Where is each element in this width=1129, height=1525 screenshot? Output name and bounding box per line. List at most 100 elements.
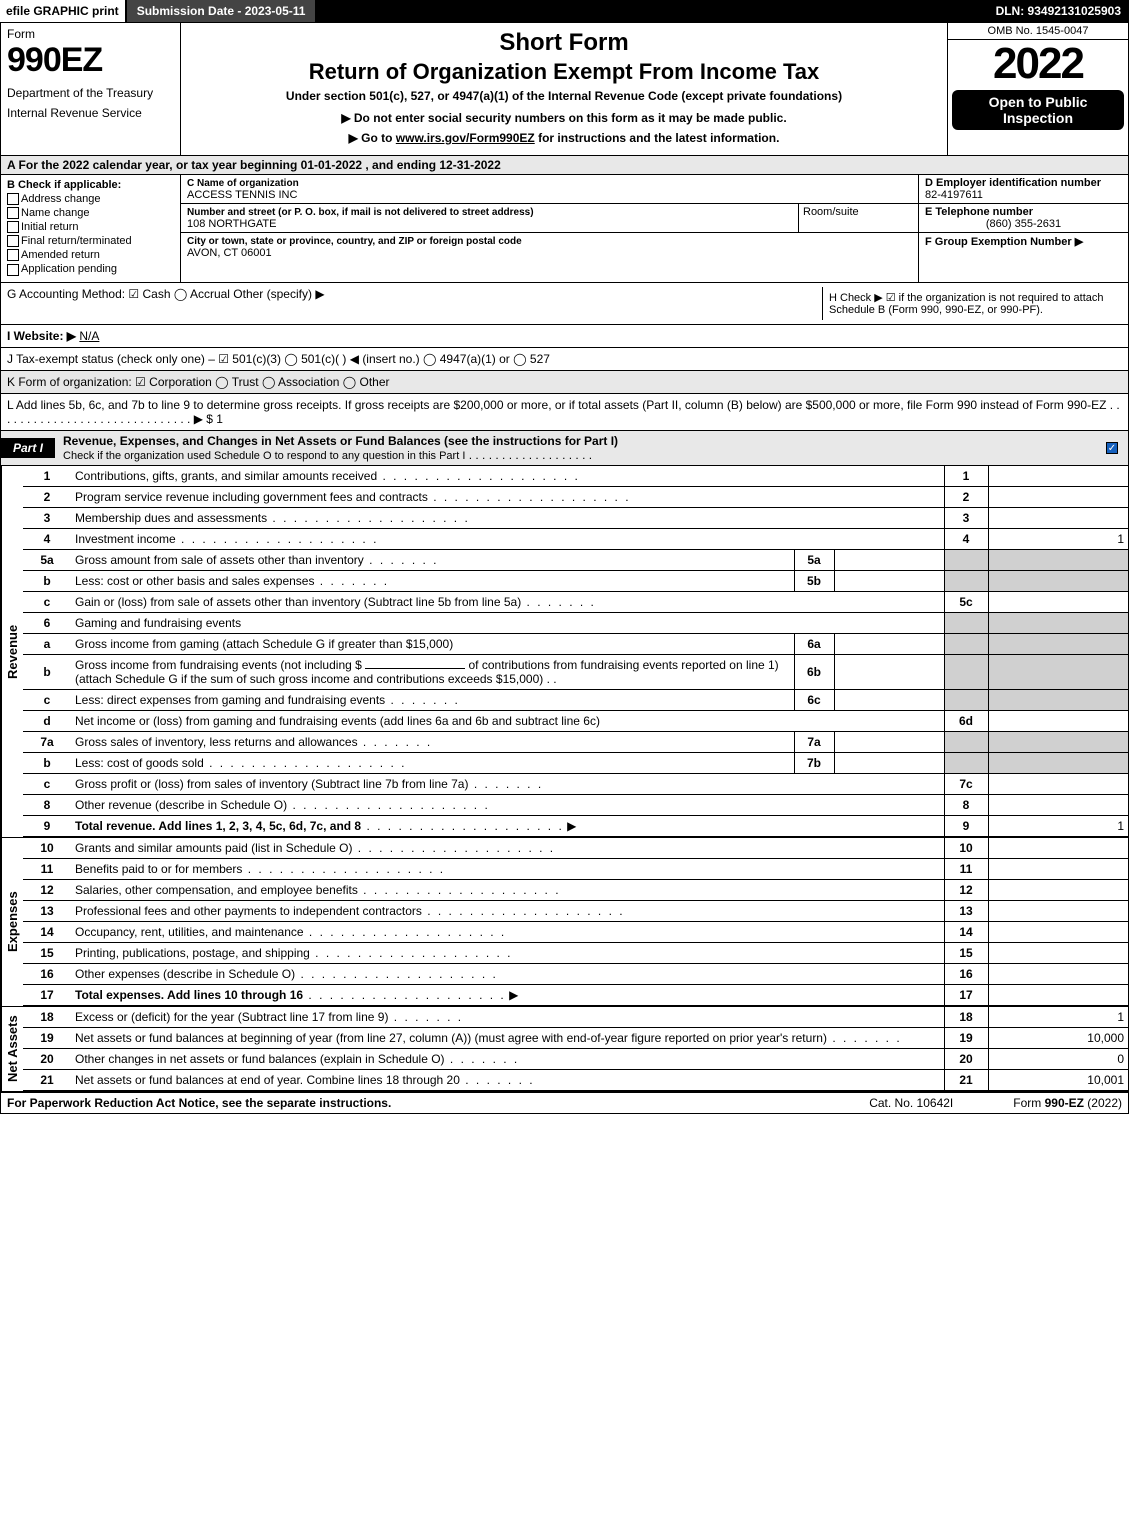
- line-6b-rlbl: [944, 654, 988, 689]
- section-j: J Tax-exempt status (check only one) – ☑…: [0, 348, 1129, 371]
- line-6d-rval: [988, 710, 1128, 731]
- line-7c-rlbl: 7c: [944, 773, 988, 794]
- line-6d-desc: Net income or (loss) from gaming and fun…: [71, 710, 944, 731]
- line-17-desc: Total expenses. Add lines 10 through 16: [75, 988, 303, 1002]
- line-12-rlbl: 12: [944, 879, 988, 900]
- line-8-rval: [988, 794, 1128, 815]
- label-amended-return: Amended return: [21, 249, 100, 261]
- line-19-rlbl: 19: [944, 1027, 988, 1048]
- ein-value: 82-4197611: [925, 189, 983, 201]
- line-21-rval: 10,001: [988, 1069, 1128, 1090]
- revenue-table: 1 Contributions, gifts, grants, and simi…: [23, 466, 1128, 837]
- section-def: D Employer identification number 82-4197…: [918, 175, 1128, 282]
- line-6c-rval: [988, 689, 1128, 710]
- line-10-no: 10: [23, 838, 71, 859]
- line-4-rval: 1: [988, 528, 1128, 549]
- line-4-no: 4: [23, 528, 71, 549]
- line-8: 8 Other revenue (describe in Schedule O)…: [23, 794, 1128, 815]
- line-7b-midval: [834, 752, 944, 773]
- line-3-no: 3: [23, 507, 71, 528]
- line-16-rlbl: 16: [944, 963, 988, 984]
- line-20-desc: Other changes in net assets or fund bala…: [75, 1052, 445, 1066]
- page-footer: For Paperwork Reduction Act Notice, see …: [0, 1091, 1129, 1114]
- line-7c: c Gross profit or (loss) from sales of i…: [23, 773, 1128, 794]
- expenses-section: Expenses 10 Grants and similar amounts p…: [0, 837, 1129, 1006]
- line-6b-no: b: [23, 654, 71, 689]
- line-10-rlbl: 10: [944, 838, 988, 859]
- part1-title-text: Revenue, Expenses, and Changes in Net As…: [63, 434, 618, 448]
- line-12-rval: [988, 879, 1128, 900]
- line-20-no: 20: [23, 1048, 71, 1069]
- chk-final-return[interactable]: Final return/terminated: [7, 235, 174, 247]
- chk-initial-return[interactable]: Initial return: [7, 221, 174, 233]
- efile-print-button[interactable]: efile GRAPHIC print: [0, 0, 127, 22]
- topbar: efile GRAPHIC print Submission Date - 20…: [0, 0, 1129, 22]
- line-6a-rval: [988, 633, 1128, 654]
- line-16-rval: [988, 963, 1128, 984]
- line-14-rval: [988, 921, 1128, 942]
- line-2-no: 2: [23, 486, 71, 507]
- line-18-rval: 1: [988, 1007, 1128, 1028]
- street-value: 108 NORTHGATE: [187, 218, 276, 230]
- line-21: 21 Net assets or fund balances at end of…: [23, 1069, 1128, 1090]
- line-8-no: 8: [23, 794, 71, 815]
- chk-application-pending[interactable]: Application pending: [7, 263, 174, 275]
- label-address-change: Address change: [21, 193, 101, 205]
- line-18-desc: Excess or (deficit) for the year (Subtra…: [75, 1010, 388, 1024]
- line-11-desc: Benefits paid to or for members: [75, 862, 242, 876]
- vlabel-netassets: Net Assets: [1, 1007, 23, 1091]
- c-street-label: Number and street (or P. O. box, if mail…: [187, 207, 534, 218]
- line-12-desc: Salaries, other compensation, and employ…: [75, 883, 358, 897]
- line-17-rval: [988, 984, 1128, 1005]
- line-15-no: 15: [23, 942, 71, 963]
- line-16-no: 16: [23, 963, 71, 984]
- line-14-no: 14: [23, 921, 71, 942]
- footer-right-suffix: (2022): [1084, 1096, 1122, 1110]
- arrow-icon: ▶: [509, 988, 518, 1002]
- line-6d-no: d: [23, 710, 71, 731]
- expenses-table: 10 Grants and similar amounts paid (list…: [23, 838, 1128, 1006]
- line-6: 6 Gaming and fundraising events: [23, 612, 1128, 633]
- line-7a-rval: [988, 731, 1128, 752]
- section-i: I Website: ▶ N/A: [0, 325, 1129, 348]
- line-6a-midlbl: 6a: [794, 633, 834, 654]
- irs-link[interactable]: www.irs.gov/Form990EZ: [396, 131, 535, 145]
- part1-check[interactable]: ✓: [1106, 441, 1128, 455]
- revenue-section: Revenue 1 Contributions, gifts, grants, …: [0, 466, 1129, 837]
- dept-treasury: Department of the Treasury: [7, 86, 174, 100]
- header-mid: Short Form Return of Organization Exempt…: [181, 23, 948, 155]
- c-city-label: City or town, state or province, country…: [187, 236, 522, 247]
- form-word: Form: [7, 27, 174, 41]
- topbar-spacer: [317, 0, 987, 22]
- chk-amended-return[interactable]: Amended return: [7, 249, 174, 261]
- chk-address-change[interactable]: Address change: [7, 193, 174, 205]
- line-2: 2 Program service revenue including gove…: [23, 486, 1128, 507]
- line-9-desc: Total revenue. Add lines 1, 2, 3, 4, 5c,…: [75, 819, 361, 833]
- part1-bar: Part I Revenue, Expenses, and Changes in…: [0, 431, 1129, 466]
- line-5c-desc: Gain or (loss) from sale of assets other…: [75, 595, 521, 609]
- line-6-desc: Gaming and fundraising events: [71, 612, 944, 633]
- line-3-rlbl: 3: [944, 507, 988, 528]
- line-3: 3 Membership dues and assessments 3: [23, 507, 1128, 528]
- line-8-desc: Other revenue (describe in Schedule O): [75, 798, 287, 812]
- line-a: A For the 2022 calendar year, or tax yea…: [0, 156, 1129, 175]
- e-label: E Telephone number: [925, 206, 1033, 218]
- line-19: 19 Net assets or fund balances at beginn…: [23, 1027, 1128, 1048]
- line-5c-rlbl: 5c: [944, 591, 988, 612]
- line-13-no: 13: [23, 900, 71, 921]
- section-g: G Accounting Method: ☑ Cash ◯ Accrual Ot…: [7, 287, 822, 320]
- section-k: K Form of organization: ☑ Corporation ◯ …: [0, 371, 1129, 394]
- line-15-desc: Printing, publications, postage, and shi…: [75, 946, 310, 960]
- chk-name-change[interactable]: Name change: [7, 207, 174, 219]
- line-14: 14 Occupancy, rent, utilities, and maint…: [23, 921, 1128, 942]
- line-18: 18 Excess or (deficit) for the year (Sub…: [23, 1007, 1128, 1028]
- line-8-rlbl: 8: [944, 794, 988, 815]
- line-18-no: 18: [23, 1007, 71, 1028]
- line-15-rval: [988, 942, 1128, 963]
- line-12: 12 Salaries, other compensation, and emp…: [23, 879, 1128, 900]
- line-1: 1 Contributions, gifts, grants, and simi…: [23, 466, 1128, 487]
- line-5c-no: c: [23, 591, 71, 612]
- line-5b-rlbl: [944, 570, 988, 591]
- line-6-rval: [988, 612, 1128, 633]
- line-2-rval: [988, 486, 1128, 507]
